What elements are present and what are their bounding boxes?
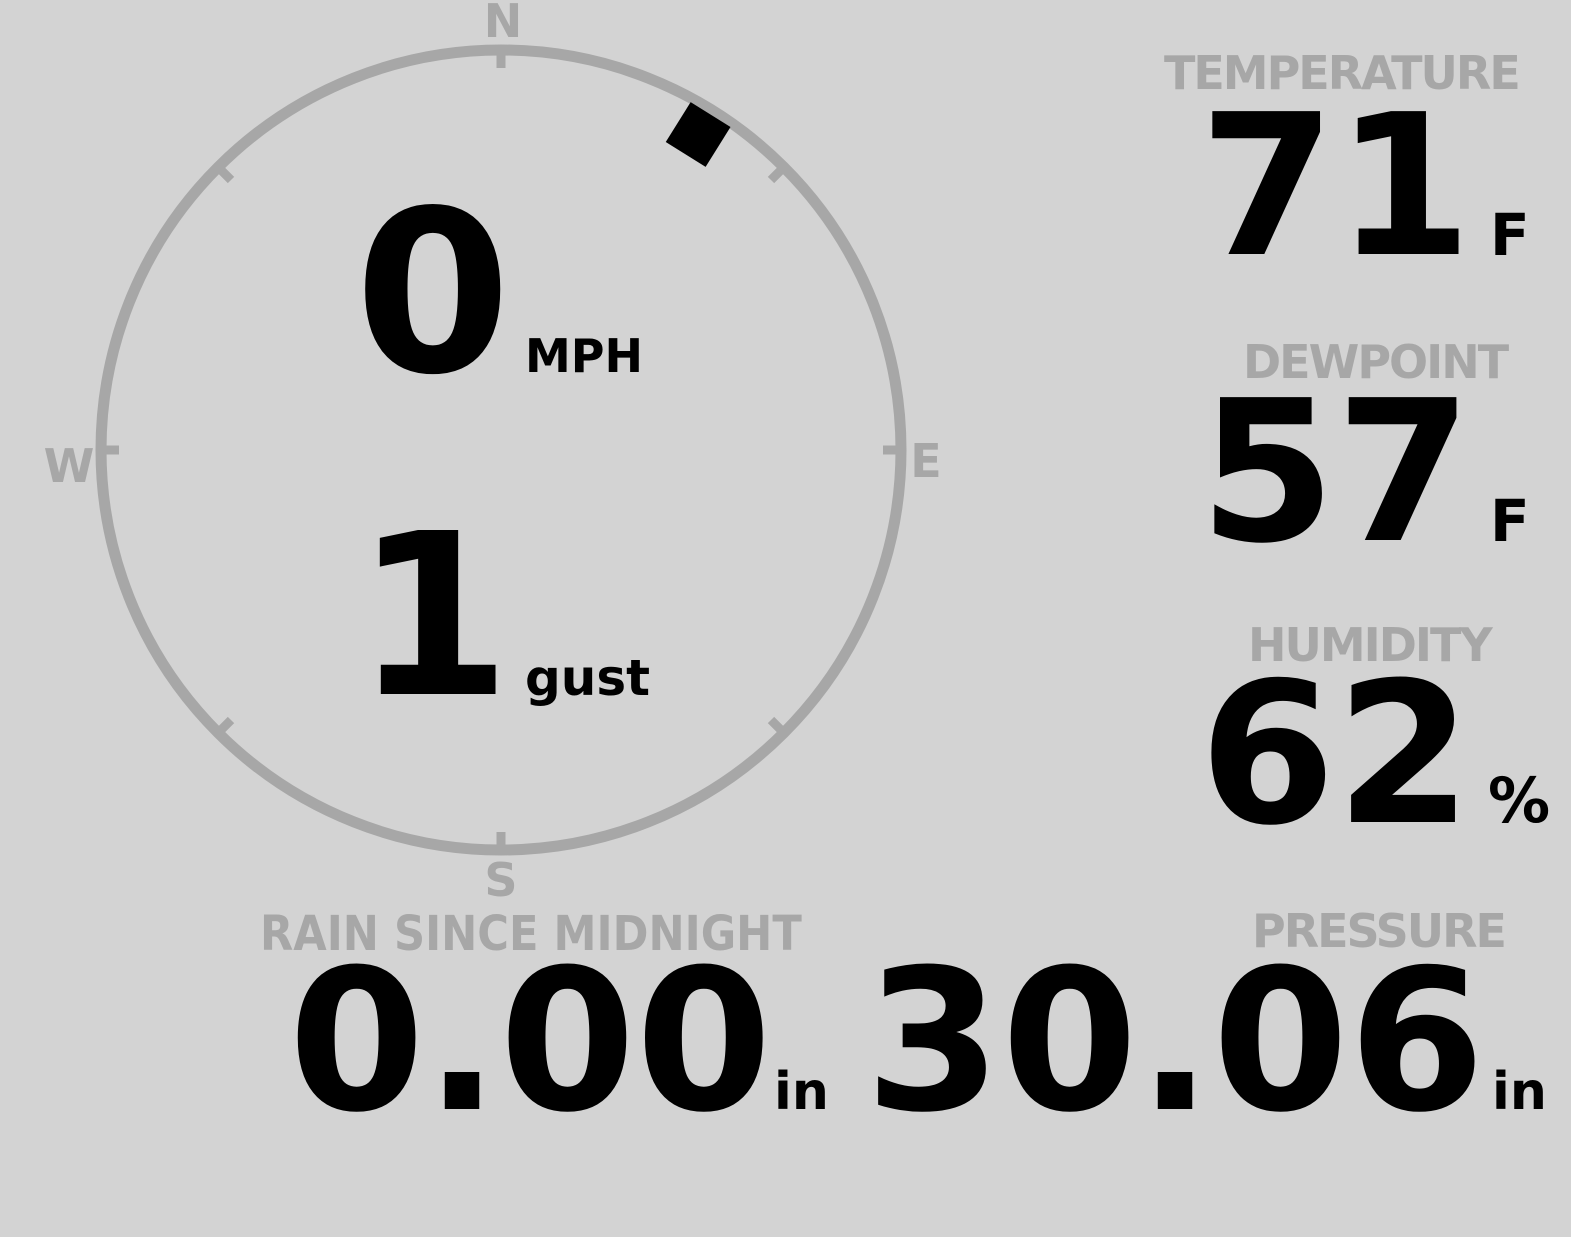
wind-gust-unit: gust	[525, 649, 651, 707]
dewpoint-value: 57	[1199, 359, 1472, 587]
humidity-unit: %	[1488, 764, 1551, 837]
wind-speed-value: 0	[354, 163, 511, 425]
wind-speed-unit: MPH	[525, 329, 643, 383]
dewpoint-label: DEWPOINT	[1243, 335, 1509, 389]
rain-since-midnight-label: RAIN SINCE MIDNIGHT	[260, 906, 802, 962]
compass-label-south: S	[484, 853, 518, 907]
pressure-label: PRESSURE	[1252, 904, 1507, 958]
compass-label-east: E	[910, 434, 942, 488]
wind-gust-value: 1	[354, 486, 511, 748]
temperature-value: 71	[1199, 73, 1472, 301]
compass-label-west: W	[43, 439, 95, 493]
wind-direction-marker	[665, 102, 731, 167]
rain-since-midnight-value: 0.00	[288, 928, 772, 1156]
humidity-value: 62	[1199, 641, 1472, 869]
temperature-unit: F	[1490, 201, 1530, 269]
temperature-label: TEMPERATURE	[1164, 46, 1521, 100]
compass-label-north: N	[483, 0, 523, 48]
wind-compass-dial	[95, 44, 907, 856]
compass-ticks	[97, 46, 905, 854]
dewpoint-unit: F	[1490, 487, 1530, 555]
pressure-unit: in	[1492, 1062, 1547, 1122]
rain-since-midnight-unit: in	[774, 1062, 829, 1122]
pressure-value: 30.06	[865, 928, 1485, 1156]
humidity-label: HUMIDITY	[1248, 618, 1493, 672]
